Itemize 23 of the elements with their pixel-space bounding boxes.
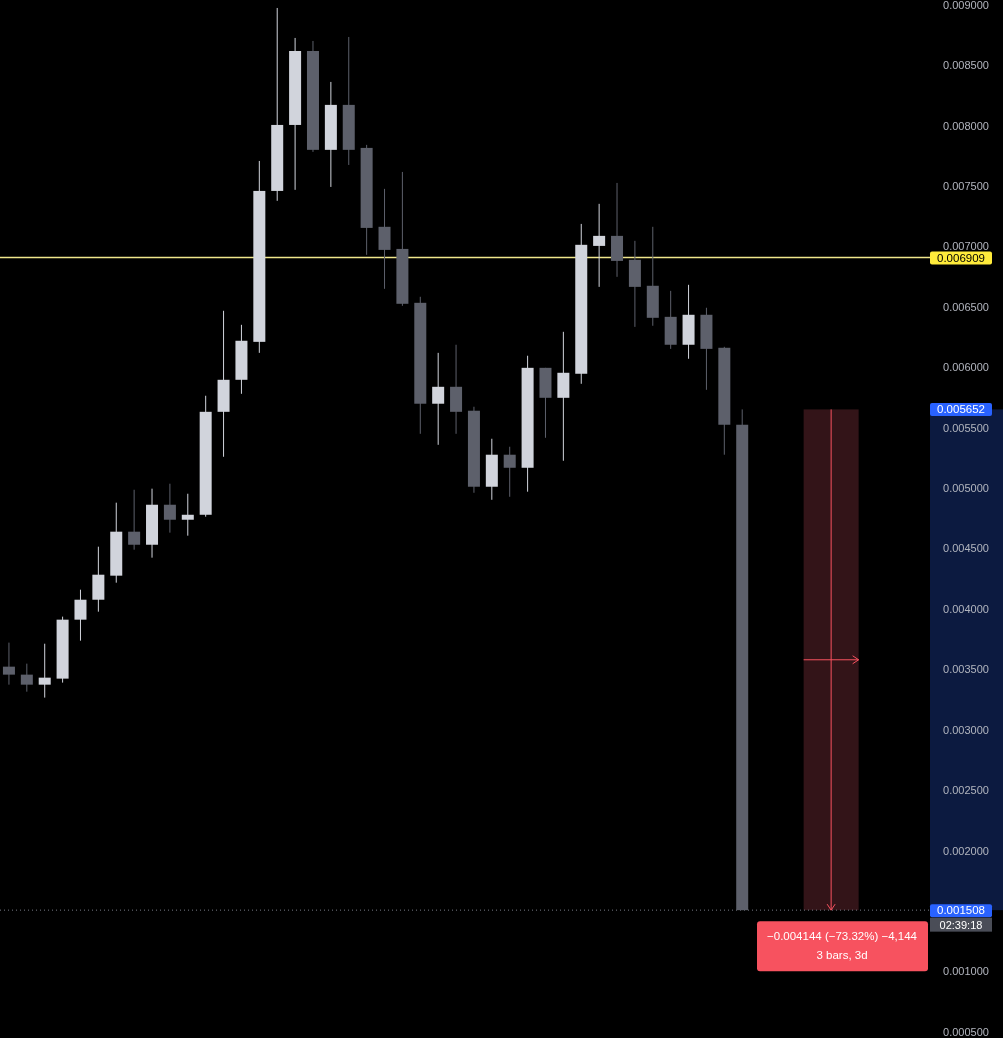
annotation: 3 bars, 3d (816, 949, 868, 962)
text: 02:39:18 (939, 918, 983, 931)
ref-line-label: 0.006909 (937, 251, 985, 264)
y-tick-label: 0.005000 (943, 482, 989, 495)
y-tick-label: 0.007000 (943, 240, 989, 253)
ref-line-label: 0.001508 (937, 904, 985, 917)
y-tick-label: 0.006000 (943, 361, 989, 374)
y-tick-label: 0.000500 (943, 1025, 989, 1038)
y-tick-label: 0.008500 (943, 59, 989, 72)
y-tick-label: 0.003500 (943, 663, 989, 676)
y-tick-label: 0.001000 (943, 965, 989, 978)
text: 0.005652 (937, 403, 985, 416)
y-tick-label: 0.006500 (943, 300, 989, 313)
y-tick-label: 0.007500 (943, 179, 989, 192)
annotation: −0.004144 (−73.32%) −4,144 (767, 930, 918, 943)
y-tick-label: 0.003000 (943, 723, 989, 736)
y-tick-label: 0.002000 (943, 844, 989, 857)
y-tick-label: 0.009000 (943, 0, 989, 11)
y-tick-label: 0.004500 (943, 542, 989, 555)
y-tick-label: 0.004000 (943, 602, 989, 615)
y-tick-label: 0.008000 (943, 119, 989, 132)
y-tick-label: 0.002500 (943, 784, 989, 797)
y-tick-label: 0.005500 (943, 421, 989, 434)
